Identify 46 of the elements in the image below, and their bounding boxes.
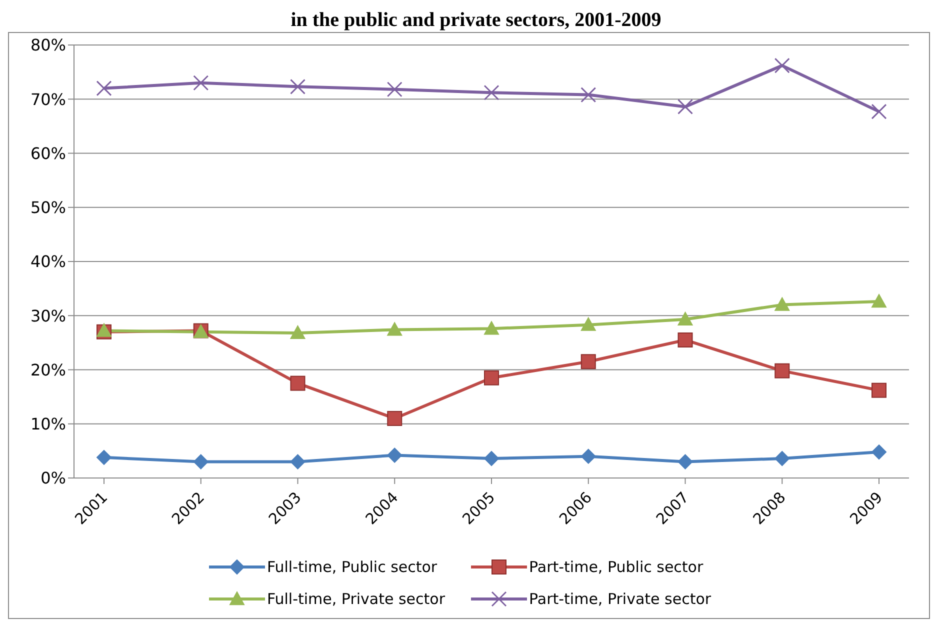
point [774, 363, 790, 378]
legend-label: Part-time, Public sector [529, 558, 704, 576]
legend-label: Full-time, Private sector [266, 590, 446, 608]
y-tick-label: 30% [30, 306, 66, 326]
point [580, 354, 596, 370]
point [193, 75, 209, 91]
point [580, 448, 596, 464]
y-tick-label: 50% [30, 198, 66, 218]
point [580, 317, 596, 331]
point [290, 454, 306, 470]
legend-label: Full-time, Public sector [266, 558, 438, 576]
point [872, 444, 886, 460]
point [387, 410, 402, 426]
point [678, 332, 693, 348]
point [871, 104, 887, 120]
y-tick-label: 60% [30, 144, 66, 163]
y-tick-label: 20% [30, 360, 66, 380]
point [387, 448, 402, 463]
point [678, 454, 693, 470]
point [387, 322, 402, 336]
point [96, 450, 112, 465]
point [872, 382, 886, 398]
legend-label: Part-time, Private sector [529, 590, 712, 608]
point [580, 87, 596, 103]
point [774, 451, 790, 466]
y-tick-label: 10% [30, 414, 66, 434]
point [484, 370, 499, 386]
point [774, 58, 790, 74]
y-tick-label: 0% [40, 468, 66, 488]
point [484, 321, 499, 335]
point [678, 98, 693, 114]
point [484, 84, 500, 100]
point [290, 376, 306, 391]
point [290, 325, 306, 340]
y-tick-label: 40% [30, 252, 66, 272]
point [193, 454, 208, 470]
point [774, 297, 790, 311]
point [290, 78, 306, 94]
point [872, 294, 886, 308]
chart-title: in the public and private sectors, 2001-2009 [290, 8, 662, 32]
point [678, 312, 693, 326]
point [386, 82, 402, 98]
point [96, 80, 112, 96]
y-tick-label: 70% [30, 90, 66, 109]
point [484, 451, 499, 466]
y-tick-label: 80% [30, 36, 66, 55]
